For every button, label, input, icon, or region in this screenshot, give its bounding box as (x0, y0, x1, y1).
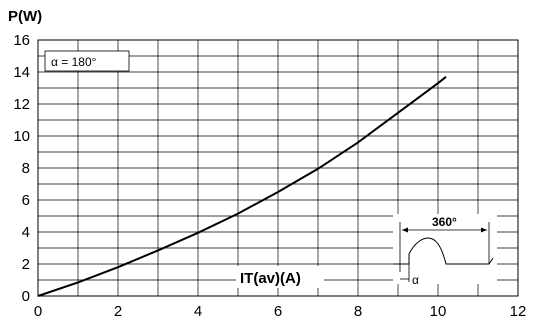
inset-arrow-left (402, 227, 408, 233)
inset-background (393, 214, 497, 284)
x-tick-label: 12 (510, 303, 527, 320)
plot-frame (37, 39, 519, 297)
y-tick-label: 12 (13, 96, 30, 113)
x-axis-label-bg (236, 266, 324, 288)
inset-waveform (393, 237, 494, 265)
y-tick-label: 14 (13, 64, 30, 81)
y-tick-label: 6 (22, 192, 30, 209)
inset-angle-label: α (412, 273, 419, 287)
x-tick-label: 8 (354, 303, 362, 320)
x-tick-label: 6 (274, 303, 282, 320)
y-axis-label: P(W) (8, 8, 42, 25)
inset-arrow-right (481, 227, 487, 233)
tick-labels: 0 2 4 6 8 10 12 0 2 4 6 8 10 12 14 16 (13, 32, 526, 320)
x-tick-label: 2 (114, 303, 122, 320)
y-tick-label: 10 (13, 128, 30, 145)
waveform-inset: 360° α (393, 214, 497, 287)
axes (37, 39, 519, 297)
x-tick-label: 0 (34, 303, 42, 320)
y-tick-label: 8 (22, 160, 30, 177)
inset-period-label: 360° (432, 215, 457, 229)
series-line (37, 76, 447, 297)
x-tick-label: 4 (194, 303, 202, 320)
annotation-label: α = 180° (51, 55, 97, 69)
x-axis-label: IT(av)(A) (240, 270, 301, 287)
y-tick-label: 0 (22, 288, 30, 305)
y-tick-label: 16 (13, 32, 30, 49)
y-tick-label: 2 (22, 256, 30, 273)
annotation-box (44, 50, 130, 72)
x-tick-label: 10 (430, 303, 447, 320)
y-tick-label: 4 (22, 224, 30, 241)
